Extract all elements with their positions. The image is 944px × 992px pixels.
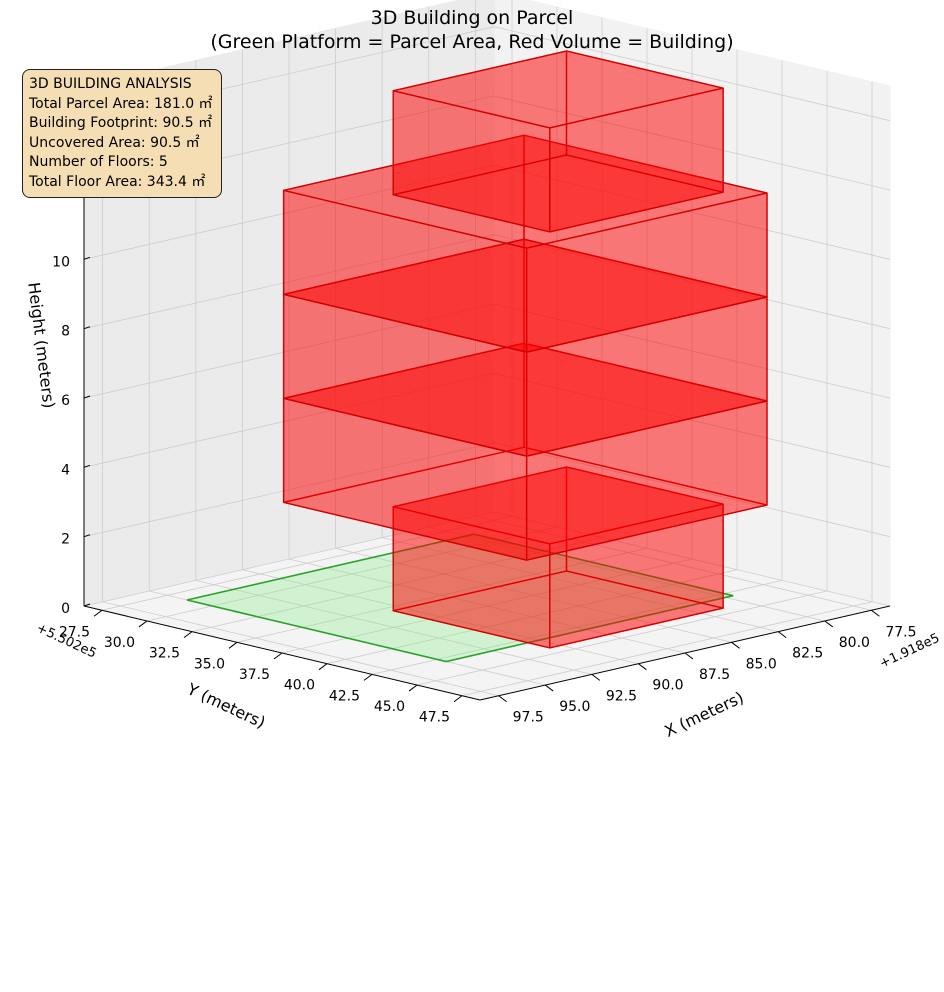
z-tick	[83, 326, 91, 330]
x-tick	[777, 631, 787, 639]
chart-title: 3D Building on Parcel (Green Platform = …	[0, 6, 944, 54]
y-tick-label: 40.0	[284, 678, 315, 694]
x-tick-label: 97.5	[513, 710, 544, 726]
floor-5	[392, 50, 724, 233]
info-uncovered-area: Uncovered Area: 90.5 ㎡	[29, 134, 200, 151]
info-number-of-floors: Number of Floors: 5	[29, 154, 168, 170]
x-tick	[871, 609, 880, 617]
z-tick-label: 2	[61, 532, 70, 548]
y-tick	[138, 620, 148, 628]
analysis-info-box: 3D BUILDING ANALYSIS Total Parcel Area: …	[22, 69, 222, 198]
z-tick	[83, 395, 91, 399]
y-tick-label: 42.5	[329, 688, 360, 704]
gridline-z	[83, 303, 891, 399]
y-tick	[408, 684, 418, 692]
gridlines	[83, 0, 891, 697]
gridline-y-floor	[416, 590, 828, 686]
info-header: 3D BUILDING ANALYSIS	[29, 76, 192, 92]
z-tick-label: 6	[61, 393, 70, 409]
y-tick-label: 37.5	[239, 667, 270, 683]
x-tick-label: 85.0	[746, 656, 777, 672]
x-tick-label: 87.5	[699, 667, 730, 683]
title-line-2: (Green Platform = Parcel Area, Red Volum…	[210, 31, 734, 53]
y-tick	[318, 663, 328, 671]
gridline-y-floor	[101, 515, 513, 611]
floor-face-top	[282, 134, 768, 249]
x-tick-label: 82.5	[792, 646, 823, 662]
gridline-y-floor	[281, 558, 693, 654]
x-tick-label: 90.0	[652, 678, 683, 694]
gridline-z	[83, 511, 891, 607]
x-tick	[498, 695, 507, 703]
y-tick	[93, 609, 103, 617]
building-volume	[282, 50, 768, 649]
y-tick	[228, 641, 238, 649]
gridline-y-floor	[146, 526, 558, 622]
gridline-y-floor	[236, 547, 648, 643]
info-total-floor-area: Total Floor Area: 343.4 ㎡	[29, 173, 206, 190]
floor-2	[282, 342, 768, 561]
z-axis-label: Height (meters)	[24, 281, 58, 409]
y-tick-label: 47.5	[419, 710, 450, 726]
z-tick	[83, 603, 91, 607]
floor-1	[392, 466, 724, 649]
gridline-z	[83, 372, 891, 468]
x-tick	[684, 652, 694, 660]
gridline-z	[83, 442, 891, 538]
z-tick-label: 10	[52, 254, 70, 270]
info-parcel-area: Total Parcel Area: 181.0 ㎡	[29, 95, 213, 112]
y-tick	[453, 695, 463, 703]
z-tick	[83, 256, 91, 260]
floor-4	[282, 134, 768, 353]
z-tick-label: 4	[61, 462, 70, 478]
y-tick-label: 32.5	[149, 646, 180, 662]
z-tick-label: 0	[61, 601, 70, 617]
parcel-polygon	[186, 533, 734, 663]
gridline-z	[83, 164, 891, 260]
x-tick	[638, 663, 647, 671]
y-tick-label: 30.0	[104, 635, 135, 651]
gridline-y-floor	[191, 537, 603, 633]
tick-labels: 77.5 80.0 82.5 85.0 87.5 90.0 92.5 95.0 97.5 27.5…	[52, 116, 916, 726]
x-tick	[591, 673, 601, 681]
y-tick	[363, 673, 373, 681]
x-tick-label: 77.5	[885, 624, 916, 640]
parcel-platform	[186, 533, 734, 663]
y-tick	[183, 631, 193, 639]
y-tick	[273, 652, 283, 660]
y-tick-label: 35.0	[194, 656, 225, 672]
info-building-footprint: Building Footprint: 90.5 ㎡	[29, 115, 213, 131]
x-tick	[824, 620, 834, 628]
floor-face-top	[392, 50, 724, 129]
gridline-y-floor	[326, 569, 738, 665]
x-axis-label: X (meters)	[662, 688, 747, 741]
y-tick-label: 45.0	[374, 699, 405, 715]
x-tick-label: 80.0	[839, 635, 870, 651]
y-axis-label: Y (meters)	[183, 679, 268, 732]
z-tick-label: 8	[61, 324, 70, 340]
gridline-y-floor	[461, 601, 873, 697]
floor-face-top	[392, 466, 724, 545]
title-line-1: 3D Building on Parcel	[370, 7, 574, 29]
z-tick	[83, 464, 91, 468]
x-tick-label: 95.0	[559, 699, 590, 715]
y-tick-label: 27.5	[59, 624, 90, 640]
x-tick	[544, 684, 554, 692]
x-tick	[731, 641, 740, 649]
gridline-z	[83, 234, 891, 330]
x-tick-label: 92.5	[606, 688, 637, 704]
z-tick	[83, 534, 91, 538]
gridline-y-floor	[371, 579, 783, 675]
